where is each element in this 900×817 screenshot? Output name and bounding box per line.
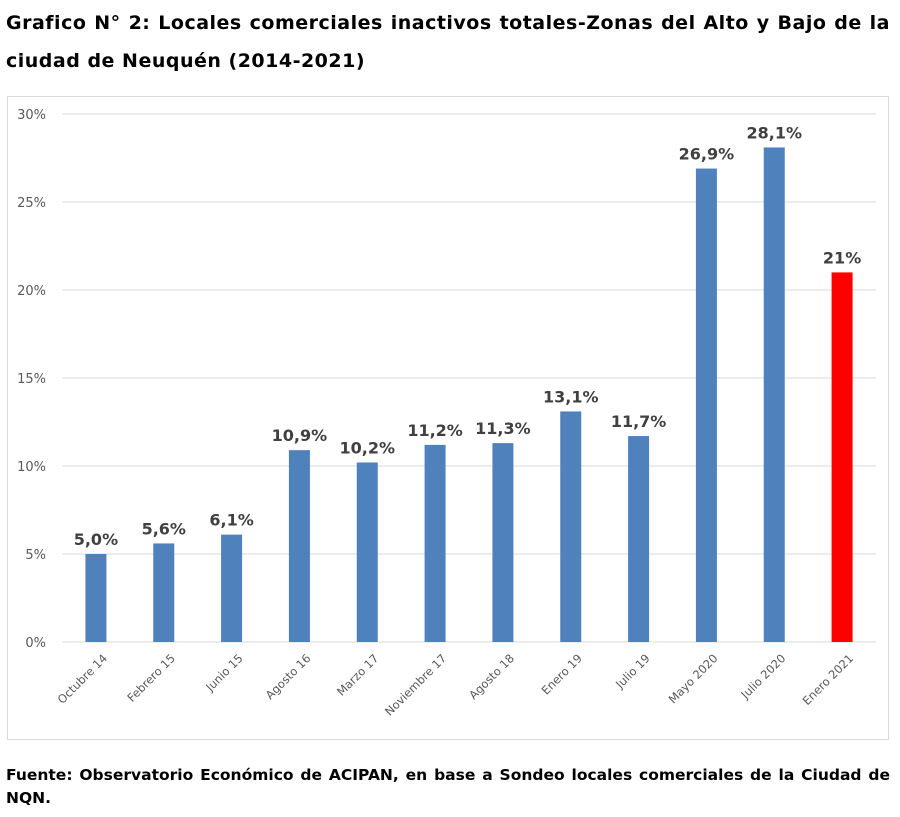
y-tick-label: 10% bbox=[17, 460, 46, 475]
data-label: 6,1% bbox=[209, 511, 253, 530]
chart-area bbox=[7, 96, 889, 740]
y-tick-label: 30% bbox=[17, 108, 46, 123]
x-tick-label: Octubre 14 bbox=[55, 651, 110, 706]
bar bbox=[424, 444, 446, 642]
data-label: 10,9% bbox=[272, 426, 328, 445]
x-tick-label: Enero 19 bbox=[539, 651, 585, 697]
x-tick-label: Febrero 15 bbox=[124, 651, 178, 705]
data-label: 11,3% bbox=[475, 419, 531, 438]
bar bbox=[560, 411, 582, 642]
bar bbox=[831, 272, 853, 642]
chart-title: Grafico N° 2: Locales comerciales inacti… bbox=[6, 12, 890, 72]
bar bbox=[288, 450, 310, 642]
x-tick-label: Julio 19 bbox=[612, 651, 653, 692]
bar bbox=[628, 436, 650, 642]
bar bbox=[492, 443, 514, 642]
bar-chart: 5,0% 5,6% 6,1% 10,9% 10,2% 11,2% 11,3% 13,1% 11,… bbox=[17, 108, 876, 718]
y-tick-label: 20% bbox=[17, 284, 46, 299]
y-tick-label: 5% bbox=[25, 548, 46, 563]
x-tick-label: Enero 2021 bbox=[800, 651, 857, 708]
x-tick-label: Julio 2020 bbox=[737, 651, 788, 702]
data-label: 28,1% bbox=[746, 123, 802, 142]
source-note: Fuente: Observatorio Económico de ACIPAN… bbox=[6, 766, 890, 807]
data-label: 21% bbox=[823, 248, 861, 267]
data-label: 13,1% bbox=[543, 387, 599, 406]
data-label: 11,2% bbox=[407, 421, 463, 440]
x-tick-label: Noviembre 17 bbox=[382, 651, 449, 718]
bar bbox=[763, 147, 785, 642]
bar bbox=[695, 168, 717, 642]
x-tick-label: Agosto 18 bbox=[466, 651, 517, 702]
bar bbox=[85, 554, 107, 642]
x-tick-label: Marzo 17 bbox=[334, 651, 381, 698]
data-label: 5,6% bbox=[142, 519, 186, 538]
data-label: 11,7% bbox=[611, 412, 667, 431]
y-tick-label: 0% bbox=[25, 636, 46, 651]
y-tick-label: 25% bbox=[17, 196, 46, 211]
data-label: 26,9% bbox=[679, 145, 735, 164]
data-label: 10,2% bbox=[339, 438, 395, 457]
y-tick-label: 15% bbox=[17, 372, 46, 387]
bar bbox=[153, 543, 175, 642]
x-tick-label: Mayo 2020 bbox=[666, 651, 721, 706]
x-tick-label: Junio 15 bbox=[202, 651, 245, 694]
data-label: 5,0% bbox=[74, 530, 118, 549]
x-tick-label: Agosto 16 bbox=[263, 651, 314, 702]
bar bbox=[356, 462, 378, 642]
bar bbox=[221, 534, 243, 642]
